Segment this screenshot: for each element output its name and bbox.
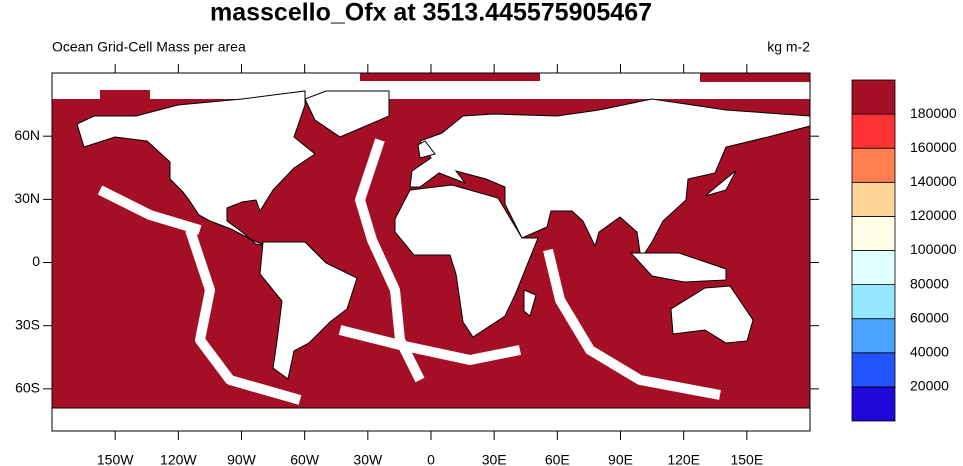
colorbar-box: [851, 113, 896, 149]
colorbar-box: [851, 79, 896, 115]
colorbar-box: [851, 284, 896, 320]
eurasia: [409, 98, 810, 261]
indonesia: [629, 252, 727, 283]
colorbar-label: 80000: [910, 275, 949, 291]
x-tick-label: 90W: [227, 452, 257, 466]
colorbar-label: 20000: [910, 378, 949, 394]
title: masscello_Ofx at 3513.445575905467: [210, 0, 652, 27]
britain: [417, 140, 436, 159]
ridge: [543, 248, 721, 400]
ridge: [338, 325, 521, 365]
x-tick-label: 150E: [730, 452, 763, 466]
colorbar-box: [851, 318, 896, 354]
x-tick-label: 90E: [608, 452, 633, 466]
y-tick-label: 30S: [15, 316, 40, 332]
map: [52, 73, 810, 431]
north-america: [76, 90, 316, 247]
colorbar-label: 180000: [910, 105, 957, 121]
x-tick-label: 30W: [353, 452, 383, 466]
antarctica: [52, 407, 810, 431]
ridge: [185, 228, 302, 405]
colorbar-box: [851, 147, 896, 183]
x-tick-label: 120W: [160, 452, 197, 466]
colorbar-box: [851, 181, 896, 217]
colorbar-box: [851, 386, 896, 422]
colorbar-label: 40000: [910, 344, 949, 360]
south-america: [259, 241, 358, 380]
ocean-patch: [360, 73, 540, 81]
ridge: [97, 185, 202, 235]
y-tick-label: 60N: [14, 127, 40, 143]
greenland: [304, 90, 390, 138]
madagascar: [523, 289, 537, 317]
ocean-patch: [100, 90, 150, 106]
x-tick-label: 150W: [97, 452, 134, 466]
units: kg m-2: [767, 39, 810, 55]
colorbar-label: 160000: [910, 139, 957, 155]
colorbar-box: [851, 215, 896, 251]
y-tick-label: 60S: [15, 380, 40, 396]
colorbar-box: [851, 250, 896, 285]
subtitle: Ocean Grid-Cell Mass per area: [52, 39, 246, 55]
colorbar-label: 140000: [910, 173, 957, 189]
japan: [704, 170, 737, 197]
africa: [394, 184, 539, 338]
colorbar-box: [851, 352, 896, 388]
ocean-patch: [700, 73, 810, 82]
australia: [670, 285, 754, 344]
x-tick-label: 60E: [545, 452, 570, 466]
x-tick-label: 120E: [667, 452, 700, 466]
x-tick-label: 60W: [290, 452, 320, 466]
colorbar-label: 100000: [910, 241, 957, 257]
colorbar-label: 120000: [910, 207, 957, 223]
y-tick-label: 0: [32, 253, 40, 269]
x-tick-label: 30E: [482, 452, 507, 466]
x-tick-label: 0: [427, 452, 435, 466]
colorbar-label: 60000: [910, 309, 949, 325]
y-tick-label: 30N: [14, 190, 40, 206]
